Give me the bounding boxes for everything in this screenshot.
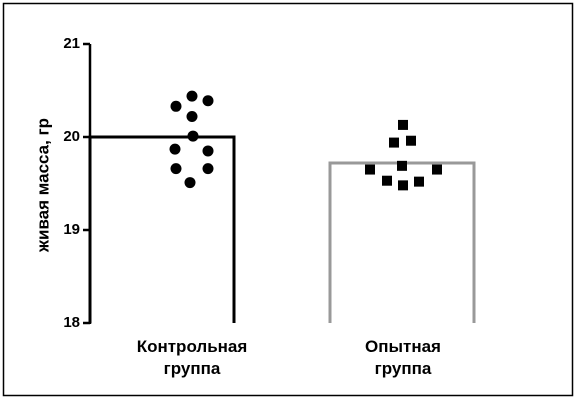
frame xyxy=(2,2,574,397)
y-tick-label: 19 xyxy=(63,221,80,238)
y-tick-label: 20 xyxy=(63,128,80,145)
point xyxy=(169,143,181,155)
bar xyxy=(88,135,236,323)
point xyxy=(382,175,392,186)
point xyxy=(398,119,408,130)
y-tick-label: 21 xyxy=(63,35,80,52)
point xyxy=(186,90,198,102)
y-axis-label: живая масса, гр xyxy=(33,118,52,253)
point xyxy=(397,160,407,171)
point xyxy=(389,137,399,148)
point xyxy=(170,163,182,175)
point xyxy=(414,176,424,187)
point xyxy=(202,95,214,107)
point xyxy=(202,163,214,175)
point xyxy=(202,145,214,157)
y-tick-label: 18 xyxy=(63,314,80,331)
x-tick-label: Контрольная группа xyxy=(137,337,248,378)
point xyxy=(398,180,408,191)
point xyxy=(170,100,182,112)
point xyxy=(432,164,442,175)
point xyxy=(187,130,199,142)
point xyxy=(365,164,375,175)
x-tick-label: Опытная группа xyxy=(365,337,441,378)
point xyxy=(186,111,198,123)
point xyxy=(184,177,196,189)
point xyxy=(406,135,416,146)
